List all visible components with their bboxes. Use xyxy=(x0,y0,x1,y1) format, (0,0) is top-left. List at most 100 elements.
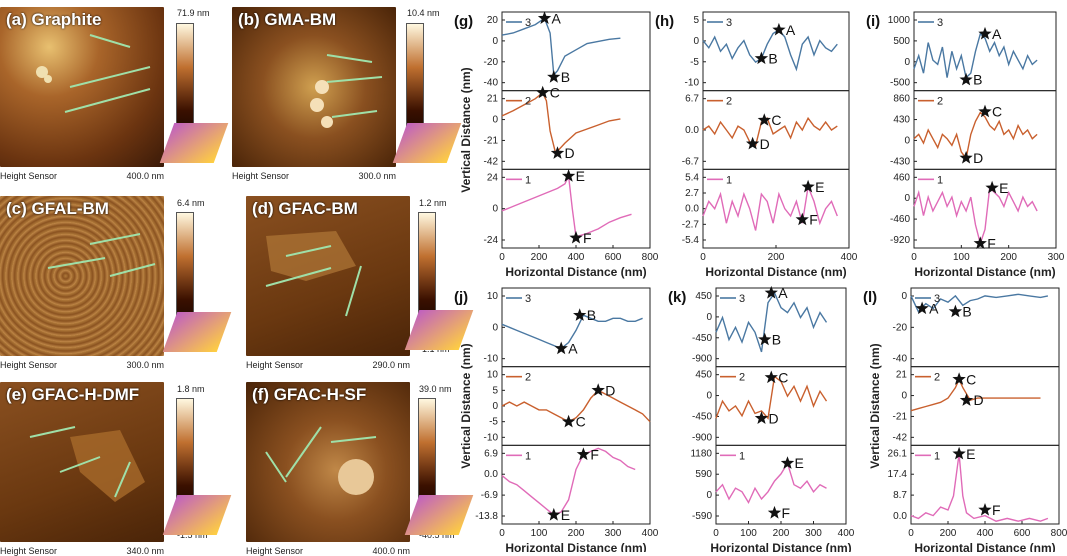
footer-right: 300.0 nm xyxy=(358,171,396,181)
marker-star-E xyxy=(780,456,795,469)
afm-image-gfac-h-dmf: (e) GFAC-H-DMF Height Sensor 340.0 nm xyxy=(0,382,164,556)
panel-title: (f) GFAC-H-SF xyxy=(252,385,367,404)
profile-line-3 xyxy=(702,28,838,72)
x-tick-label: 100 xyxy=(953,252,970,263)
y-tick-label: -2.7 xyxy=(682,219,700,230)
y-tick-label: -10 xyxy=(685,78,700,89)
marker-star-E xyxy=(547,507,561,521)
footer-left: Height Sensor xyxy=(246,360,304,370)
marker-label: B xyxy=(772,332,781,348)
scale-min: -40.5 nm xyxy=(419,530,455,540)
y-tick-label: -430 xyxy=(890,156,910,167)
marker-star-D xyxy=(746,136,760,150)
y-tick-label: 0 xyxy=(706,312,712,323)
x-tick-label: 0 xyxy=(911,252,917,263)
y-tick-label: 0 xyxy=(904,135,910,146)
scale-max: 1.2 nm xyxy=(419,198,447,208)
profile-line-1 xyxy=(501,447,636,516)
y-tick-label: -40 xyxy=(484,78,499,89)
marker-label: E xyxy=(576,168,585,184)
x-tick-label: 400 xyxy=(568,252,585,263)
marker-label: F xyxy=(992,502,1001,518)
y-tick-label: -42 xyxy=(893,432,908,443)
chart-panel: (i) 10005000-5003AB8604300-4302CD4600-460… xyxy=(866,11,1065,279)
series-legend-label: 1 xyxy=(937,174,943,186)
x-tick-label: 0 xyxy=(499,252,505,263)
marker-star-E xyxy=(985,180,999,194)
marker-star-B xyxy=(573,308,587,321)
footer-left: Height Sensor xyxy=(0,171,58,181)
marker-label: B xyxy=(561,69,570,85)
marker-star-C xyxy=(757,113,771,126)
marker-label: C xyxy=(550,85,560,101)
series-legend-label: 2 xyxy=(726,96,732,108)
x-axis-title: Horizontal Distance (nm) xyxy=(505,265,646,279)
marker-star-F xyxy=(767,505,782,519)
3d-thumbnail xyxy=(404,495,474,535)
marker-label: F xyxy=(987,235,996,251)
marker-label: D xyxy=(565,145,575,161)
y-tick-label: 24 xyxy=(487,172,499,183)
scale-max: 10.4 nm xyxy=(407,8,440,18)
y-tick-label: 0 xyxy=(901,391,907,402)
marker-star-D xyxy=(959,151,973,164)
y-tick-label: -21 xyxy=(484,135,499,146)
marker-label: E xyxy=(795,455,804,471)
marker-star-B xyxy=(547,70,561,83)
y-tick-label: 26.1 xyxy=(888,448,908,459)
subplot-frame xyxy=(913,168,1057,249)
marker-star-E xyxy=(952,446,966,460)
marker-star-D xyxy=(591,383,605,396)
y-tick-label: 0 xyxy=(492,115,498,126)
x-tick-label: 200 xyxy=(1000,252,1017,263)
marker-star-A xyxy=(978,26,992,40)
profile-line-1 xyxy=(501,173,632,238)
chart-panel: (j) 100-103AB1050-5-102CD6.90.0-6.9-13.81… xyxy=(454,287,659,552)
x-tick-label: 200 xyxy=(773,528,790,539)
marker-label: C xyxy=(778,369,788,385)
subplot-frame xyxy=(702,90,850,170)
y-tick-label: -20 xyxy=(893,322,908,333)
y-tick-label: 0 xyxy=(904,57,910,68)
marker-label: E xyxy=(966,446,975,462)
subplot-frame xyxy=(501,11,651,92)
series-legend-label: 1 xyxy=(525,450,531,462)
marker-star-F xyxy=(795,212,809,226)
y-tick-label: 5 xyxy=(693,15,699,26)
series-legend-label: 3 xyxy=(937,17,943,29)
marker-label: E xyxy=(815,179,824,195)
x-tick-label: 800 xyxy=(1051,528,1067,539)
x-axis-title: Horizontal Distance (nm) xyxy=(914,265,1055,279)
subplot-frame xyxy=(913,11,1057,92)
y-tick-label: 1180 xyxy=(690,448,712,459)
y-tick-label: 0 xyxy=(492,204,498,215)
subplot-frame xyxy=(501,90,651,170)
footer-right: 300.0 nm xyxy=(126,360,164,370)
scale-max: 1.8 nm xyxy=(177,384,205,394)
y-tick-label: -10 xyxy=(484,354,499,365)
marker-label: C xyxy=(576,414,586,430)
marker-label: D xyxy=(605,382,615,398)
x-tick-label: 0 xyxy=(908,528,914,539)
profile-line-3 xyxy=(501,17,621,77)
y-tick-label: -920 xyxy=(890,235,910,246)
subplot-frame xyxy=(702,11,850,92)
y-tick-label: 20 xyxy=(487,15,499,26)
y-tick-label: 0.0 xyxy=(893,511,907,522)
y-tick-label: -6.9 xyxy=(481,490,499,501)
y-axis-title: Vertical Distance (nm) xyxy=(868,343,882,468)
series-legend-label: 2 xyxy=(937,96,943,108)
x-tick-label: 600 xyxy=(1014,528,1031,539)
y-tick-label: -24 xyxy=(484,235,499,246)
y-tick-label: -21 xyxy=(893,411,908,422)
profile-line-2 xyxy=(702,116,838,147)
profile-lines xyxy=(36,34,151,113)
scale-min: -1.5 nm xyxy=(177,530,208,540)
x-tick-label: 400 xyxy=(841,252,858,263)
subplot-frame xyxy=(913,90,1057,170)
marker-label: D xyxy=(974,392,984,408)
y-tick-label: 1000 xyxy=(888,15,911,26)
subplot-frame xyxy=(910,444,1060,525)
x-axis-title: Horizontal Distance (nm) xyxy=(914,541,1055,552)
subplot-frame xyxy=(910,287,1060,368)
